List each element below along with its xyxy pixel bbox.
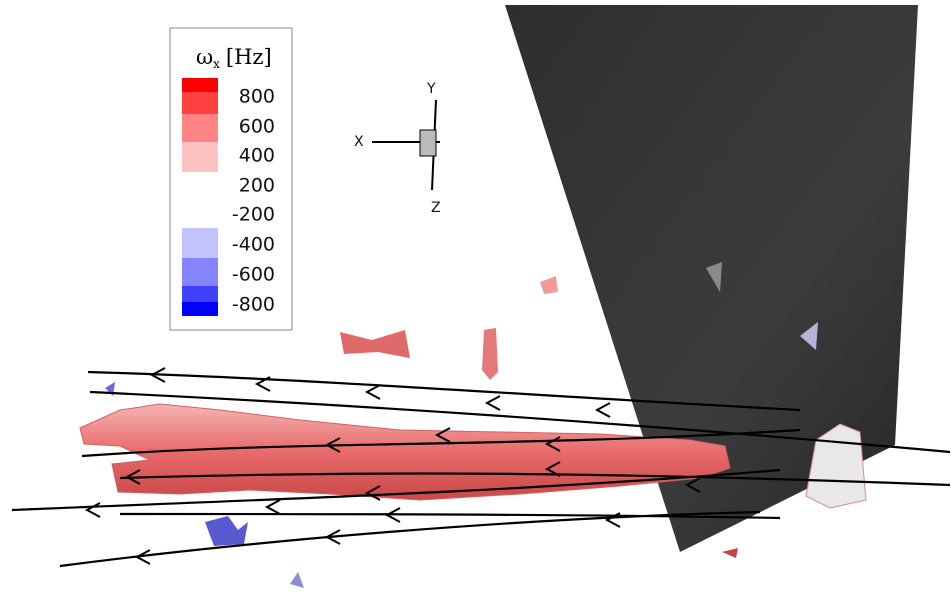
legend-label: 400: [239, 145, 275, 167]
legend-label: -400: [232, 234, 275, 256]
iso-fragment: [340, 330, 410, 358]
page: X Y Z ωx[Hz] 800 600 400 200 -200 -400 -600 -80…: [0, 0, 951, 597]
axis-label: Y: [426, 81, 436, 97]
vortex-tube: [80, 404, 730, 500]
visualization: X Y Z ωx[Hz] 800 600 400 200 -200 -400 -600 -80…: [0, 0, 951, 597]
axis-label: X: [354, 134, 364, 150]
iso-fragment: [722, 548, 738, 558]
legend-label: 200: [239, 175, 275, 197]
axis-label: Z: [431, 200, 441, 216]
iso-fragment: [290, 572, 304, 588]
legend: ωx[Hz] 800 600 400 200 -200 -400 -600 -800: [170, 28, 292, 330]
iso-fragment: [540, 276, 558, 294]
legend-title: ωx[Hz]: [196, 45, 272, 71]
iso-fragment: [205, 516, 248, 546]
legend-label: -200: [232, 204, 275, 226]
color-bar: [182, 78, 218, 316]
legend-label: 600: [239, 116, 275, 138]
legend-label: 800: [239, 86, 275, 108]
iso-fragment: [482, 328, 498, 380]
legend-label: -600: [232, 264, 275, 286]
legend-label: -800: [232, 294, 275, 316]
axes-triad: X Y Z: [354, 81, 441, 216]
